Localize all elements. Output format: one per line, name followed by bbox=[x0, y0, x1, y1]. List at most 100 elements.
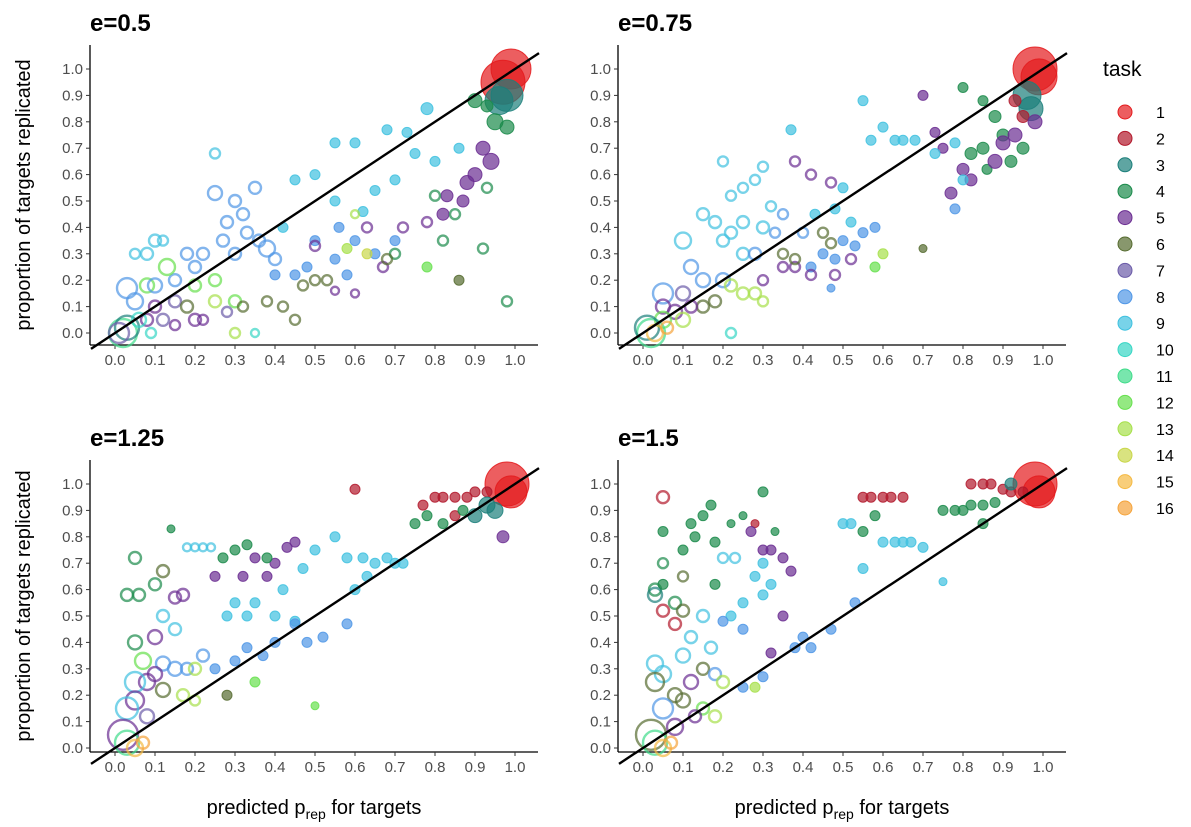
x-tick-label: 0.2 bbox=[185, 759, 206, 776]
x-tick-label: 0.1 bbox=[673, 759, 694, 776]
x-tick-label: 0.1 bbox=[145, 759, 166, 776]
data-point bbox=[965, 478, 977, 490]
data-point bbox=[167, 294, 183, 309]
data-point bbox=[135, 735, 151, 750]
data-point bbox=[500, 295, 514, 308]
data-point bbox=[673, 231, 693, 250]
x-tick-label: 0.5 bbox=[305, 352, 326, 369]
data-point bbox=[296, 279, 310, 292]
data-point bbox=[917, 541, 929, 553]
data-point bbox=[736, 181, 750, 195]
data-point bbox=[167, 622, 183, 637]
data-point bbox=[361, 248, 373, 260]
y-tick-label: 0.6 bbox=[590, 167, 611, 184]
y-tick-label: 0.2 bbox=[62, 687, 83, 704]
data-point bbox=[261, 552, 273, 564]
data-point bbox=[909, 134, 921, 146]
data-point bbox=[126, 634, 144, 651]
data-point bbox=[308, 239, 322, 253]
data-point bbox=[289, 269, 301, 281]
data-point bbox=[417, 499, 429, 511]
data-point bbox=[276, 300, 290, 313]
data-point bbox=[309, 169, 321, 181]
data-point bbox=[269, 610, 281, 622]
legend-label: 6 bbox=[1156, 237, 1165, 254]
data-point bbox=[167, 590, 183, 605]
data-point bbox=[147, 577, 163, 592]
data-point bbox=[155, 312, 171, 327]
y-axis-label: proportion of targets replicated bbox=[13, 59, 35, 330]
identity-line bbox=[90, 467, 540, 765]
data-point bbox=[269, 557, 281, 569]
data-point bbox=[683, 629, 699, 645]
data-point bbox=[949, 504, 961, 516]
y-tick-label: 0.5 bbox=[590, 193, 611, 210]
data-point bbox=[667, 595, 683, 610]
legend-swatch bbox=[1117, 315, 1133, 331]
y-tick-label: 0.3 bbox=[62, 246, 83, 263]
data-point bbox=[389, 174, 401, 186]
data-point bbox=[1027, 114, 1043, 130]
legend-item-task-7: 7 bbox=[1117, 262, 1165, 280]
data-point bbox=[195, 246, 211, 262]
data-point bbox=[707, 294, 723, 309]
x-tick-label: 0.1 bbox=[145, 352, 166, 369]
data-point bbox=[123, 670, 147, 694]
data-point bbox=[436, 207, 450, 221]
y-tick-label: 0.6 bbox=[62, 167, 83, 184]
data-point bbox=[988, 110, 1002, 124]
legend-item-task-14: 14 bbox=[1117, 447, 1174, 465]
y-tick-label: 0.1 bbox=[62, 299, 83, 316]
data-point bbox=[369, 184, 381, 196]
data-point bbox=[728, 551, 742, 565]
data-point bbox=[496, 530, 510, 544]
data-point bbox=[449, 491, 461, 503]
data-point bbox=[675, 603, 691, 618]
data-point bbox=[207, 294, 223, 309]
data-point bbox=[113, 729, 141, 756]
data-point bbox=[674, 311, 692, 328]
data-point bbox=[857, 227, 869, 239]
data-point bbox=[737, 597, 749, 609]
data-point bbox=[261, 570, 273, 582]
data-point bbox=[401, 126, 413, 138]
data-point bbox=[695, 608, 711, 624]
x-tick-label: 0.6 bbox=[873, 759, 894, 776]
data-point bbox=[227, 246, 243, 262]
data-point bbox=[837, 235, 849, 247]
data-point bbox=[380, 252, 394, 266]
data-point bbox=[857, 526, 869, 538]
data-point bbox=[709, 578, 721, 590]
x-tick-label: 0.2 bbox=[713, 759, 734, 776]
y-tick-label: 0.6 bbox=[590, 582, 611, 599]
data-point bbox=[985, 478, 997, 490]
data-point bbox=[949, 203, 961, 215]
y-tick-label: 0.3 bbox=[62, 661, 83, 678]
data-point bbox=[457, 504, 469, 516]
data-point bbox=[674, 285, 692, 302]
data-point bbox=[209, 570, 221, 582]
data-point bbox=[308, 274, 322, 287]
y-tick-label: 0.5 bbox=[62, 608, 83, 625]
data-point bbox=[785, 565, 797, 577]
data-point bbox=[897, 134, 909, 146]
scatter-panel-2: e=0.75 0.0 0.0 0.1 0.1 0.2 0.2 0.3 0.3 0.4 0.4 0.5 0… bbox=[590, 10, 1068, 369]
legend-item-task-10: 10 bbox=[1117, 342, 1174, 360]
legend-label: 4 bbox=[1156, 184, 1165, 201]
identity-line bbox=[618, 467, 1068, 765]
data-point bbox=[964, 146, 978, 160]
data-point bbox=[147, 299, 163, 314]
data-point bbox=[156, 234, 170, 247]
data-point bbox=[396, 221, 410, 234]
data-point bbox=[205, 542, 217, 553]
data-point bbox=[221, 689, 233, 701]
data-point bbox=[697, 510, 709, 522]
data-point bbox=[877, 536, 889, 548]
data-point bbox=[360, 221, 374, 234]
data-point bbox=[453, 274, 465, 286]
data-point bbox=[341, 618, 353, 630]
x-tick-label: 0.5 bbox=[833, 759, 854, 776]
data-point bbox=[788, 155, 802, 168]
legend-label: 9 bbox=[1156, 316, 1165, 333]
